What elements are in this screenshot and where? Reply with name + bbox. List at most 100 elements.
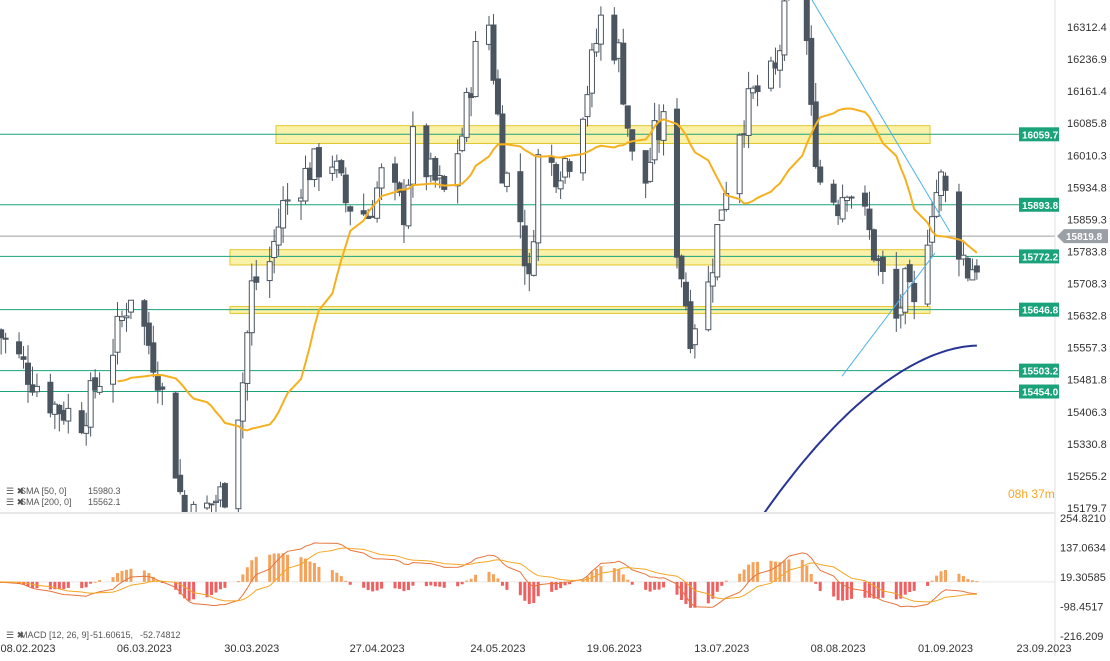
candle-body[interactable]	[378, 167, 385, 189]
sma50-legend-icons[interactable]: ☰ ✖	[6, 486, 24, 496]
macd-histogram-bar[interactable]	[151, 576, 155, 582]
candle-body[interactable]	[87, 380, 94, 428]
candle-body[interactable]	[360, 210, 367, 215]
macd-histogram-bar[interactable]	[975, 581, 979, 583]
macd-histogram-bar[interactable]	[98, 580, 102, 582]
candle-body[interactable]	[745, 88, 752, 136]
candle-body[interactable]	[553, 164, 560, 188]
macd-histogram-bar[interactable]	[303, 558, 307, 582]
macd-histogram-bar[interactable]	[662, 581, 666, 588]
macd-histogram-bar[interactable]	[621, 574, 625, 582]
macd-histogram-bar[interactable]	[281, 553, 285, 582]
candle-body[interactable]	[145, 322, 152, 346]
macd-histogram-bar[interactable]	[393, 581, 397, 589]
candle-body[interactable]	[830, 183, 837, 203]
macd-histogram-bar[interactable]	[850, 581, 854, 599]
candle-body[interactable]	[271, 240, 278, 259]
macd-histogram-bar[interactable]	[187, 581, 191, 601]
candle-body[interactable]	[942, 175, 949, 191]
macd-histogram-bar[interactable]	[474, 574, 478, 582]
sma-legend[interactable]: ☰ ✖ SMA [50, 0] 15980.3 ☰ ✖ SMA [200, 0]…	[6, 486, 121, 507]
candle-body[interactable]	[78, 410, 85, 434]
macd-histogram-bar[interactable]	[724, 580, 728, 582]
candle-body[interactable]	[25, 362, 31, 385]
macd-histogram-bar[interactable]	[961, 576, 965, 582]
macd-histogram-bar[interactable]	[693, 581, 697, 608]
macd-histogram-bar[interactable]	[706, 581, 710, 604]
candle-body[interactable]	[275, 226, 282, 246]
candle-body[interactable]	[454, 153, 461, 187]
candle-body[interactable]	[955, 191, 962, 260]
candle-body[interactable]	[114, 315, 121, 353]
candle-body[interactable]	[906, 264, 913, 283]
macd-histogram-bar[interactable]	[742, 569, 746, 582]
candle-body[interactable]	[150, 342, 157, 373]
macd-histogram-bar[interactable]	[147, 573, 151, 582]
trendline-up[interactable]	[841, 252, 936, 377]
candle-body[interactable]	[673, 108, 680, 258]
candle-body[interactable]	[284, 199, 291, 202]
candle-body[interactable]	[973, 265, 980, 273]
candle-body[interactable]	[409, 126, 416, 185]
macd-histogram-bar[interactable]	[178, 581, 182, 595]
sma200-legend-icons[interactable]: ☰ ✖	[6, 497, 24, 507]
candle-body[interactable]	[494, 78, 501, 115]
macd-histogram-bar[interactable]	[590, 571, 594, 582]
macd-histogram-bar[interactable]	[299, 557, 303, 582]
candle-body[interactable]	[92, 377, 99, 391]
candle-body[interactable]	[647, 161, 654, 182]
macd-histogram-bar[interactable]	[845, 581, 849, 601]
candle-body[interactable]	[521, 225, 528, 267]
macd-histogram-bar[interactable]	[644, 581, 648, 590]
macd-histogram-bar[interactable]	[720, 581, 724, 586]
candle-body[interactable]	[266, 261, 273, 282]
candle-body[interactable]	[239, 382, 246, 422]
macd-histogram-bar[interactable]	[429, 581, 433, 586]
candle-body[interactable]	[110, 354, 117, 385]
macd-histogram-bar[interactable]	[769, 560, 773, 582]
candle-body[interactable]	[687, 301, 694, 349]
candle-body[interactable]	[870, 229, 877, 261]
macd-histogram-bar[interactable]	[80, 581, 84, 589]
macd-histogram-bar[interactable]	[926, 581, 930, 586]
macd-histogram-bar[interactable]	[120, 570, 124, 582]
macd-histogram-bar[interactable]	[957, 573, 961, 582]
candle-body[interactable]	[432, 157, 439, 181]
macd-histogram-bar[interactable]	[371, 581, 375, 592]
candle-body[interactable]	[709, 272, 716, 287]
candle-body[interactable]	[678, 255, 685, 280]
candle-body[interactable]	[503, 172, 510, 187]
macd-histogram-bar[interactable]	[223, 581, 227, 588]
macd-histogram-bar[interactable]	[599, 566, 603, 582]
candle-body[interactable]	[808, 37, 815, 105]
macd-histogram-bar[interactable]	[688, 581, 692, 608]
candle-body[interactable]	[588, 49, 595, 94]
candle-body[interactable]	[463, 91, 470, 138]
macd-histogram-bar[interactable]	[684, 581, 688, 604]
macd-histogram-bar[interactable]	[312, 563, 316, 582]
macd-histogram-bar[interactable]	[876, 581, 880, 599]
macd-histogram-bar[interactable]	[406, 581, 410, 591]
macd-histogram-bar[interactable]	[536, 581, 540, 597]
macd-histogram-bar[interactable]	[375, 581, 379, 591]
macd-histogram-bar[interactable]	[500, 581, 504, 586]
macd-histogram-bar[interactable]	[805, 565, 809, 582]
macd-histogram-bar[interactable]	[380, 581, 384, 589]
macd-histogram-bar[interactable]	[433, 581, 437, 587]
candle-body[interactable]	[584, 94, 591, 118]
macd-histogram-bar[interactable]	[129, 568, 133, 582]
candle-body[interactable]	[0, 329, 5, 339]
macd-histogram-bar[interactable]	[496, 578, 500, 582]
macd-histogram-bar[interactable]	[626, 579, 630, 582]
candle-body[interactable]	[253, 276, 260, 283]
macd-histogram-bar[interactable]	[751, 562, 755, 582]
candle-body[interactable]	[660, 111, 667, 141]
macd-legend[interactable]: ☰ ✖ MACD [12, 26, 9] -51.60615, -52.7481…	[6, 630, 181, 640]
candle-body[interactable]	[20, 356, 27, 360]
macd-histogram-bar[interactable]	[460, 581, 464, 585]
macd-histogram-bar[interactable]	[366, 581, 370, 591]
macd-histogram-bar[interactable]	[339, 576, 343, 582]
candle-body[interactable]	[392, 163, 399, 183]
candle-body[interactable]	[16, 341, 23, 355]
